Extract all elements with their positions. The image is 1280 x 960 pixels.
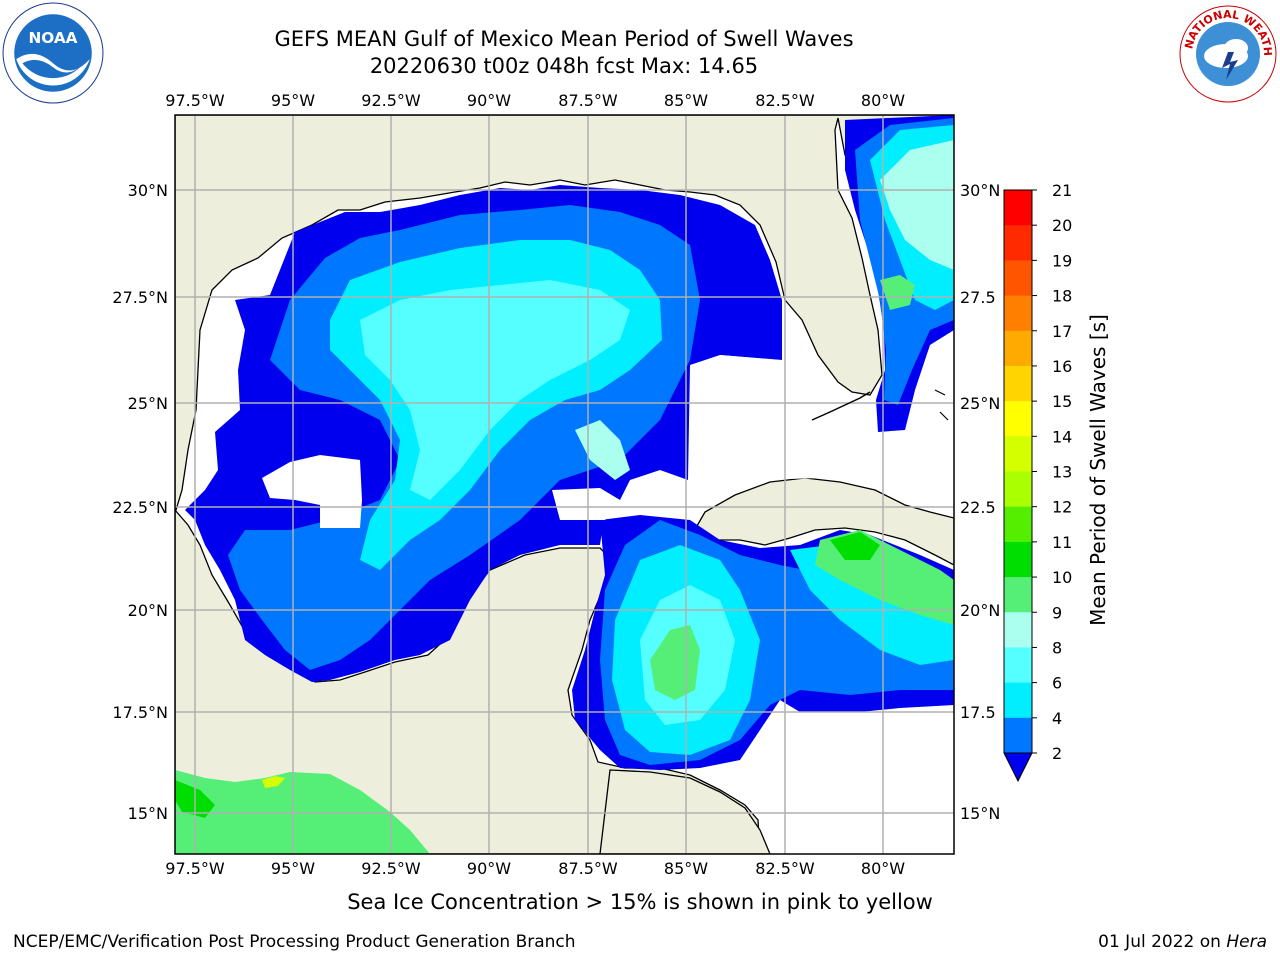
- colorbar-tick-label: 9: [1052, 603, 1062, 622]
- colorbar-tick-label: 17: [1052, 322, 1072, 341]
- lat-label-left: 22.5°N: [112, 498, 168, 517]
- colorbar-tick-label: 15: [1052, 392, 1072, 411]
- colorbar-band: [1004, 682, 1032, 719]
- footer-credit: NCEP/EMC/Verification Post Processing Pr…: [13, 932, 576, 952]
- swell-region-light-cyan-4: [880, 140, 954, 270]
- colorbar-tick-label: 18: [1052, 287, 1072, 306]
- svg-text:NOAA: NOAA: [28, 29, 77, 47]
- lon-label-top: 82.5°W: [755, 91, 815, 110]
- colorbar-band: [1004, 647, 1032, 684]
- colorbar-tick-label: 11: [1052, 533, 1072, 552]
- colorbar-band: [1004, 717, 1032, 754]
- colorbar-tick-label: 21: [1052, 181, 1072, 200]
- colorbar-tick-label: 12: [1052, 498, 1072, 517]
- swell-region-green-yucatan: [650, 625, 700, 700]
- colorbar-band: [1004, 401, 1032, 437]
- colorbar: 21 20 19 18 17 16 15 14 13 12 11 10 9 8 6 4 2: [1003, 181, 1072, 783]
- colorbar-band: [1004, 225, 1032, 261]
- sea-ice-note: Sea Ice Concentration > 15% is shown in …: [347, 890, 933, 914]
- lat-label-left: 30°N: [128, 181, 168, 200]
- longitude-labels-bottom: 97.5°W 95°W 92.5°W 90°W 87.5°W 85°W 82.5°W 80°W: [165, 859, 905, 878]
- map-title: GEFS MEAN Gulf of Mexico Mean Period of …: [274, 27, 854, 51]
- colorbar-tick-label: 2: [1052, 744, 1062, 763]
- lon-label-top: 92.5°W: [361, 91, 421, 110]
- noaa-logo: NOAA: [2, 2, 104, 104]
- no-data-hole-2: [690, 355, 820, 490]
- swell-region-green-atlantic: [880, 275, 915, 310]
- colorbar-band: [1004, 190, 1032, 226]
- lat-label-left: 15°N: [128, 804, 168, 823]
- colorbar-tick-label: 19: [1052, 251, 1072, 270]
- longitude-labels-top: 97.5°W 95°W 92.5°W 90°W 87.5°W 85°W 82.5°W 80°W: [165, 91, 905, 110]
- florida-keys: [811, 391, 871, 421]
- lat-label-left: 17.5°N: [112, 703, 168, 722]
- lat-label-right: 20°N: [960, 601, 1000, 620]
- swell-region-pacific-yellow: [262, 776, 285, 788]
- lat-label-right: 30°N: [960, 181, 1000, 200]
- colorbar-tick-label: 4: [1052, 709, 1062, 728]
- land-usa: [175, 115, 954, 511]
- colorbar-tick-label: 16: [1052, 357, 1072, 376]
- land-central-america: [599, 769, 771, 854]
- lat-label-right: 27.5: [960, 288, 996, 307]
- colorbar-band: [1004, 260, 1032, 297]
- colorbar-tick-label: 13: [1052, 463, 1072, 482]
- colorbar-band: [1004, 330, 1032, 367]
- lon-label-bottom: 87.5°W: [558, 859, 618, 878]
- lat-label-left: 25°N: [128, 394, 168, 413]
- colorbar-band: [1004, 541, 1032, 578]
- footer-date-text: 01 Jul 2022 on: [1098, 932, 1227, 952]
- colorbar-tick-label: 6: [1052, 674, 1062, 693]
- map-gridlines: [175, 115, 954, 854]
- lon-label-top: 85°W: [664, 91, 708, 110]
- colorbar-title: Mean Period of Swell Waves [s]: [1086, 314, 1110, 626]
- lat-label-left: 20°N: [128, 601, 168, 620]
- map-subtitle: 20220630 t00z 048h fcst Max: 14.65: [369, 54, 759, 78]
- colorbar-band: [1004, 612, 1032, 648]
- lon-label-top: 87.5°W: [558, 91, 618, 110]
- lon-label-top: 95°W: [271, 91, 315, 110]
- lat-label-right: 22.5: [960, 498, 996, 517]
- lon-label-bottom: 85°W: [664, 859, 708, 878]
- lon-label-bottom: 82.5°W: [755, 859, 815, 878]
- colorbar-tick-label: 14: [1052, 427, 1072, 446]
- swell-region-light-cyan: [360, 280, 630, 500]
- footer-host: Hera: [1226, 932, 1267, 952]
- colorbar-tick-label: 10: [1052, 568, 1072, 587]
- lon-label-bottom: 92.5°W: [361, 859, 421, 878]
- nws-logo: NATIONAL WEATHER SERVICE: [1178, 4, 1277, 103]
- swell-region-green-cuba-core: [830, 532, 880, 560]
- map-frame: [174, 114, 955, 855]
- colorbar-band: [1004, 471, 1032, 508]
- colorbar-band: [1004, 577, 1032, 613]
- lon-label-top: 97.5°W: [165, 91, 225, 110]
- map-plot-area: [175, 115, 954, 854]
- lat-label-right: 25°N: [960, 394, 1000, 413]
- no-data-hole-1: [262, 455, 362, 528]
- colorbar-band: [1004, 436, 1032, 472]
- swell-region-pacific-green: [175, 770, 430, 854]
- colorbar-tick-label: 20: [1052, 216, 1072, 235]
- colorbar-extension: [1003, 752, 1033, 783]
- lon-label-top: 80°W: [861, 91, 905, 110]
- colorbar-band: [1004, 295, 1032, 332]
- colorbar-band: [1004, 506, 1032, 543]
- latitude-labels-left: 30°N 27.5°N 25°N 22.5°N 20°N 17.5°N 15°N: [112, 181, 168, 823]
- colorbar-band: [1004, 365, 1032, 402]
- footer-date: 01 Jul 2022 on Hera: [1098, 932, 1267, 952]
- lat-label-left: 27.5°N: [112, 288, 168, 307]
- lat-label-right: 15°N: [960, 804, 1000, 823]
- land-cuba: [688, 477, 954, 566]
- colorbar-tick-label: 8: [1052, 638, 1062, 657]
- lon-label-bottom: 80°W: [861, 859, 905, 878]
- latitude-labels-right: 30°N 27.5 25°N 22.5 20°N 17.5 15°N: [960, 181, 1000, 823]
- lon-label-bottom: 95°W: [271, 859, 315, 878]
- lon-label-bottom: 90°W: [467, 859, 511, 878]
- lon-label-top: 90°W: [467, 91, 511, 110]
- lon-label-bottom: 97.5°W: [165, 859, 225, 878]
- bahamas-coast: [934, 389, 949, 421]
- lat-label-right: 17.5: [960, 703, 996, 722]
- no-data-hole-3: [552, 488, 620, 520]
